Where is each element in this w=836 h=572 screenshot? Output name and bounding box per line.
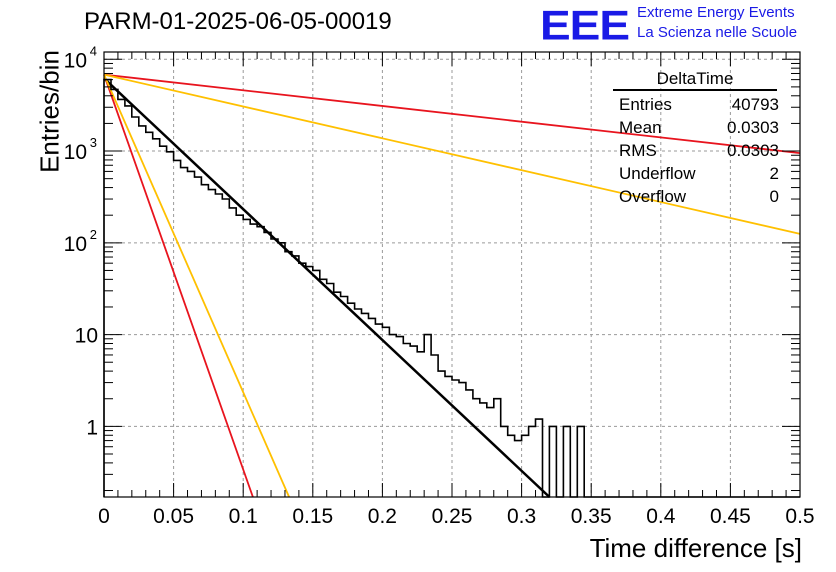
x-tick-label: 0.2 (368, 505, 397, 528)
y-tick-label: 10 (75, 325, 98, 348)
stats-label: Entries (619, 95, 672, 114)
y-tick-label: 10 (64, 233, 87, 256)
stats-row-overflow: Overflow 0 (611, 185, 779, 208)
stats-value: 40793 (731, 95, 779, 114)
y-tick-exponent: 2 (90, 227, 97, 242)
grid-lines (104, 52, 800, 497)
stats-label: Overflow (619, 187, 687, 206)
logo-caption: Extreme Energy Events La Scienza nelle S… (637, 3, 797, 43)
stats-value: 2 (769, 164, 779, 183)
fit-curve (103, 77, 551, 498)
x-axis-label: Time difference [s] (589, 533, 802, 563)
x-tick-label: 0 (98, 505, 110, 528)
y-tick-label: 10 (64, 49, 87, 72)
y-tick-label: 1 (86, 416, 98, 439)
x-tick-label: 0.25 (432, 505, 473, 528)
fit-curve (103, 73, 801, 154)
stats-row-rms: RMS 0.0303 (611, 139, 779, 162)
x-tick-label: 0.15 (292, 505, 333, 528)
logo-line-2: La Scienza nelle Scuole (637, 24, 798, 41)
x-tick-label: 0.5 (785, 505, 814, 528)
stats-box: DeltaTime Entries 40793 Mean 0.0303 RMS 0.0… (611, 69, 779, 208)
y-tick-exponent: 4 (90, 43, 97, 58)
stats-label: RMS (619, 141, 657, 160)
eee-logo: EEE (540, 1, 630, 49)
y-tick-label: 10 (64, 141, 87, 164)
y-axis-label: Entries/bin (34, 50, 65, 173)
x-tick-label: 0.3 (507, 505, 536, 528)
fit-curve (103, 74, 254, 498)
fit-curve (103, 74, 290, 498)
fit-curves (103, 73, 801, 498)
y-tick-exponent: 3 (90, 135, 97, 150)
stats-label: Mean (619, 118, 662, 137)
x-tick-label: 0.1 (229, 505, 258, 528)
stats-title: DeltaTime (656, 69, 734, 88)
stats-value: 0.0303 (727, 118, 779, 137)
x-tick-label: 0.45 (710, 505, 751, 528)
stats-value: 0 (769, 187, 779, 206)
x-tick-label: 0.4 (646, 505, 676, 528)
logo-line-1: Extreme Energy Events (637, 4, 795, 21)
run-title: PARM-01-2025-06-05-00019 (84, 8, 392, 35)
stats-rule (613, 89, 777, 91)
stats-value: 0.0303 (727, 141, 779, 160)
stats-row-mean: Mean 0.0303 (611, 116, 779, 139)
x-tick-label: 0.05 (153, 505, 194, 528)
stats-label: Underflow (619, 164, 696, 183)
fit-curve (103, 73, 801, 235)
x-tick-label: 0.35 (571, 505, 612, 528)
stats-row-entries: Entries 40793 (611, 93, 779, 116)
x-axis-ticks: 0 0.05 0.1 0.15 0.2 0.25 0.3 0.35 0.4 0.45 0.5 (98, 52, 815, 528)
stats-row-underflow: Underflow 2 (611, 162, 779, 185)
